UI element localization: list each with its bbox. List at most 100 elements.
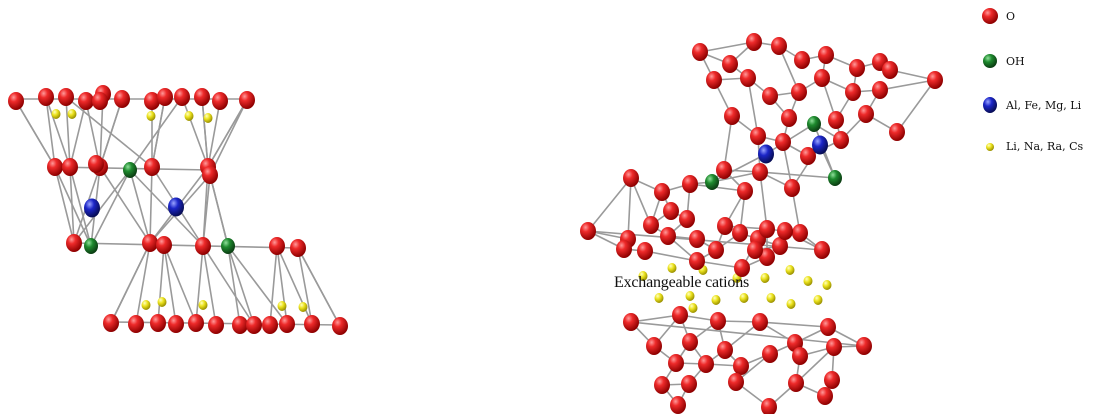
oxygen-atom — [732, 224, 748, 242]
oxygen-atom — [144, 92, 160, 110]
bond-line — [209, 174, 229, 247]
oxygen-atom — [580, 222, 596, 240]
oxygen-atom — [826, 338, 842, 356]
oxygen-atom — [794, 51, 810, 69]
interlayer-cation-atom — [685, 291, 695, 301]
hydroxyl-atom — [705, 174, 719, 190]
legend-item-octahedral-cation: Al, Fe, Mg, Li — [980, 95, 1081, 115]
bond-line — [163, 244, 197, 324]
oxygen-atom — [777, 222, 793, 240]
oxygen-atom — [927, 71, 943, 89]
bond-line — [90, 169, 131, 247]
interlayer-cation-atom — [739, 293, 749, 303]
bond-line — [723, 115, 733, 171]
oxygen-atom — [752, 313, 768, 331]
green-sphere-icon — [983, 54, 997, 68]
bond-line — [157, 244, 165, 324]
bond-line — [896, 79, 936, 133]
oxygen-atom — [818, 46, 834, 64]
interlayer-cation-atom — [654, 293, 664, 303]
bond-line — [689, 183, 746, 192]
interlayer-cation-atom — [688, 303, 698, 313]
bond-line — [99, 166, 151, 244]
oxygen-atom — [759, 248, 775, 266]
oxygen-atom — [623, 169, 639, 187]
oxygen-atom — [737, 182, 753, 200]
interlayer-cation-atom — [51, 109, 61, 119]
oxygen-atom — [174, 88, 190, 106]
oxygen-atom — [740, 69, 756, 87]
bond-line — [795, 346, 835, 384]
hydroxyl-atom — [123, 162, 137, 178]
legend-label-interlayer-cation: Li, Na, Ra, Cs — [1006, 139, 1084, 153]
oxygen-atom — [733, 357, 749, 375]
oxygen-atom — [47, 158, 63, 176]
oxygen-atom — [722, 55, 738, 73]
bond-line — [54, 166, 75, 244]
oxygen-atom — [144, 158, 160, 176]
oxygen-atom — [128, 315, 144, 333]
oxygen-atom — [689, 252, 705, 270]
oxygen-atom — [682, 175, 698, 193]
oxygen-atom — [692, 43, 708, 61]
octahedral-cation-atom — [812, 135, 828, 155]
bond-line — [276, 245, 288, 325]
bond-line — [151, 96, 166, 168]
oxygen-atom — [156, 236, 172, 254]
oxygen-atom — [746, 33, 762, 51]
oxygen-atom — [269, 237, 285, 255]
interlayer-cation-atom — [760, 273, 770, 283]
left-structure-atoms — [8, 85, 348, 335]
oxygen-atom — [188, 314, 204, 332]
interlayer-cation-atom — [141, 300, 151, 310]
oxygen-atom — [814, 241, 830, 259]
oxygen-atom — [212, 92, 228, 110]
interlayer-cation-atom — [298, 302, 308, 312]
bond-line — [110, 242, 151, 324]
interlayer-cation-atom — [157, 297, 167, 307]
oxygen-atom — [142, 234, 158, 252]
bond-line — [202, 174, 211, 247]
oxygen-atom — [889, 123, 905, 141]
oxygen-atom — [616, 240, 632, 258]
oxygen-atom — [849, 59, 865, 77]
bond-line — [227, 245, 255, 326]
bond-line — [45, 96, 71, 168]
oxygen-atom — [654, 183, 670, 201]
oxygen-atom — [689, 230, 705, 248]
oxygen-atom — [750, 127, 766, 145]
bond-line — [129, 169, 204, 247]
left-structure — [8, 85, 348, 335]
hydroxyl-atom — [807, 116, 821, 132]
bond-line — [276, 245, 313, 325]
oxygen-atom — [646, 337, 662, 355]
bond-line — [69, 166, 92, 247]
interlayer-cation-atom — [803, 276, 813, 286]
oxygen-atom — [791, 83, 807, 101]
bond-line — [149, 166, 153, 244]
bond-line — [227, 245, 241, 326]
right-structure — [580, 33, 943, 414]
bond-line — [202, 245, 217, 326]
legend-label-octahedral-cation: Al, Fe, Mg, Li — [1006, 98, 1082, 112]
oxygen-atom — [637, 242, 653, 260]
bond-line — [879, 79, 936, 91]
bond-line — [201, 96, 209, 168]
hydroxyl-atom — [221, 238, 235, 254]
oxygen-atom — [792, 347, 808, 365]
oxygen-atom — [168, 315, 184, 333]
left-structure-bonds — [15, 93, 341, 327]
interlayer-cation-atom — [277, 301, 287, 311]
legend-item-hydroxyl: OH — [980, 51, 1025, 71]
bond-line — [181, 96, 209, 168]
oxygen-atom — [8, 92, 24, 110]
bond-line — [630, 321, 865, 347]
legend-label-hydroxyl: OH — [1006, 54, 1025, 68]
bond-line — [129, 169, 151, 244]
oxygen-atom — [58, 88, 74, 106]
oxygen-atom — [672, 306, 688, 324]
legend-item-interlayer-cation: Li, Na, Ra, Cs — [980, 136, 1083, 156]
interlayer-cation-atom — [203, 113, 213, 123]
oxygen-atom — [304, 315, 320, 333]
